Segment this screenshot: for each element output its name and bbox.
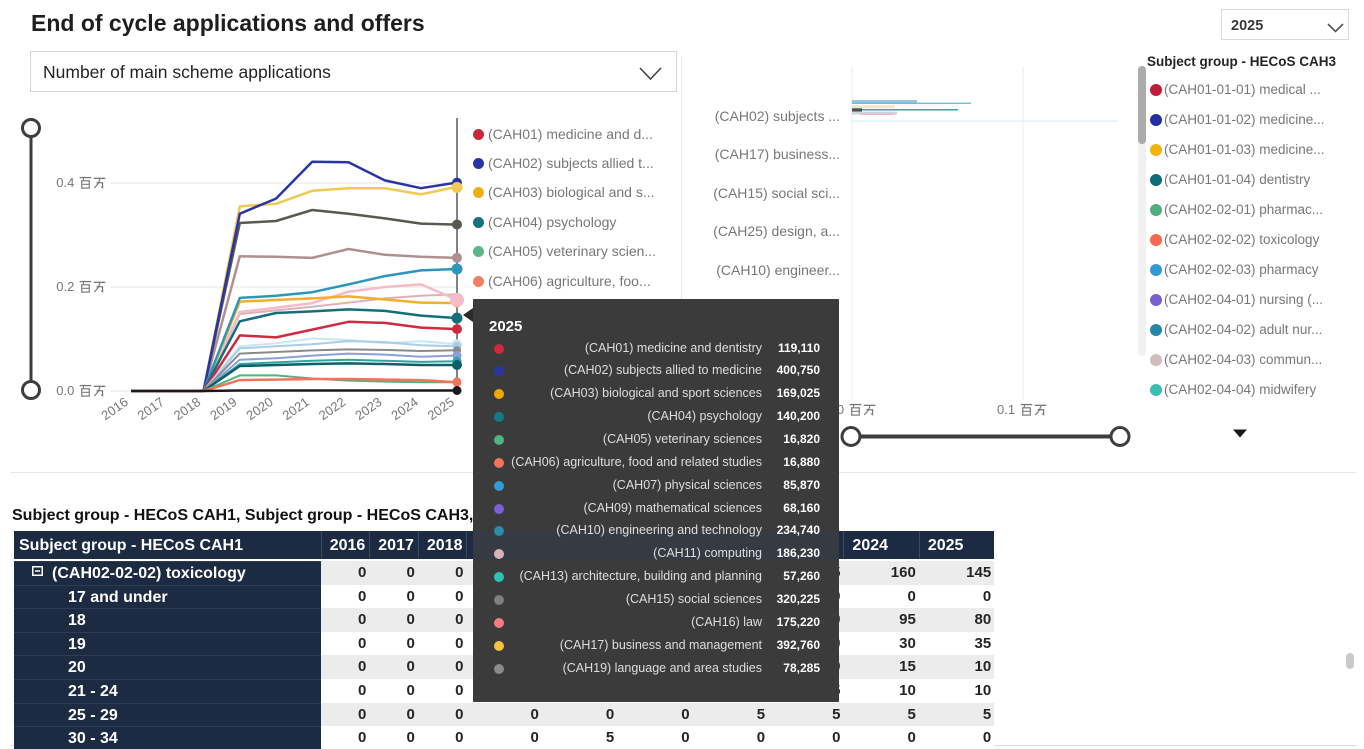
svg-text:2025: 2025 — [425, 394, 457, 423]
svg-text:2019: 2019 — [207, 394, 239, 423]
svg-text:2018: 2018 — [171, 394, 203, 423]
svg-text:2020: 2020 — [243, 394, 275, 423]
svg-text:2023: 2023 — [352, 394, 384, 423]
svg-text:2017: 2017 — [135, 394, 167, 423]
svg-text:2016: 2016 — [98, 394, 130, 423]
svg-text:2024: 2024 — [388, 394, 420, 423]
svg-text:2021: 2021 — [280, 394, 312, 423]
svg-text:2022: 2022 — [316, 394, 348, 423]
